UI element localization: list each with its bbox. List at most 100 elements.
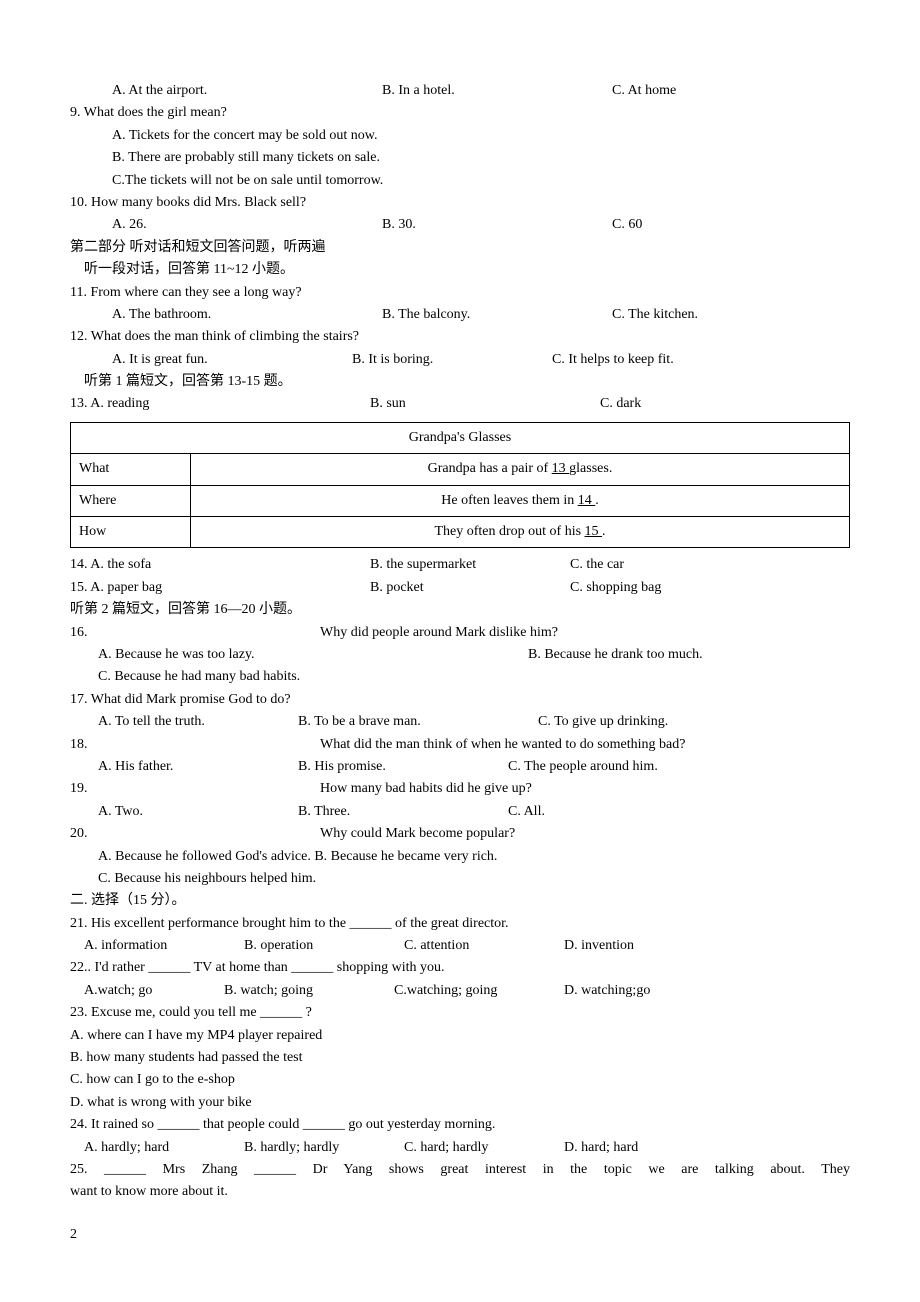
- q20-line: 20. Why could Mark become popular?: [70, 823, 850, 845]
- q13-b: B. sun: [370, 393, 600, 415]
- q14-text: 14. A. the sofa: [70, 554, 370, 576]
- part2-sub2: 听第 1 篇短文，回答第 13-15 题。: [70, 371, 850, 393]
- q19-line: 19. How many bad habits did he give up?: [70, 778, 850, 800]
- q22-d: D. watching;go: [564, 980, 850, 1002]
- q18-line: 18. What did the man think of when he wa…: [70, 734, 850, 756]
- q16-ab: A. Because he was too lazy. B. Because h…: [70, 644, 850, 666]
- q11-text: 11. From where can they see a long way?: [70, 282, 850, 304]
- q9-c: C.The tickets will not be on sale until …: [70, 170, 850, 192]
- how-label: How: [71, 517, 191, 548]
- q21-d: D. invention: [564, 935, 850, 957]
- q21-text: 21. His excellent performance brought hi…: [70, 913, 850, 935]
- q13-row: 13. A. reading B. sun C. dark: [70, 393, 850, 415]
- q17-opts: A. To tell the truth. B. To be a brave m…: [70, 711, 850, 733]
- q18-b: B. His promise.: [298, 756, 508, 778]
- q19-b: B. Three.: [298, 801, 508, 823]
- q24-a: A. hardly; hard: [84, 1137, 244, 1159]
- q17-b: B. To be a brave man.: [298, 711, 538, 733]
- q23-d: D. what is wrong with your bike: [70, 1092, 850, 1114]
- q12-a: A. It is great fun.: [112, 349, 352, 371]
- part2-sub1: 听一段对话，回答第 11~12 小题。: [70, 259, 850, 281]
- q19-c: C. All.: [508, 801, 850, 823]
- q19-opts: A. Two. B. Three. C. All.: [70, 801, 850, 823]
- what-val: Grandpa has a pair of 13 glasses.: [191, 454, 850, 485]
- q11-options: A. The bathroom. B. The balcony. C. The …: [70, 304, 850, 326]
- q13-c: C. dark: [600, 393, 850, 415]
- q22-b: B. watch; going: [224, 980, 394, 1002]
- q18-num: 18.: [70, 734, 320, 756]
- q11-b: B. The balcony.: [382, 304, 612, 326]
- q22-opts: A.watch; go B. watch; going C.watching; …: [70, 980, 850, 1002]
- q15-text: 15. A. paper bag: [70, 577, 370, 599]
- part2-title: 第二部分 听对话和短文回答问题，听两遍: [70, 237, 850, 259]
- q17-c: C. To give up drinking.: [538, 711, 850, 733]
- q8-a: A. At the airport.: [112, 80, 382, 102]
- q19-a: A. Two.: [98, 801, 298, 823]
- q21-b: B. operation: [244, 935, 404, 957]
- q10-b: B. 30.: [382, 214, 612, 236]
- q16-text: Why did people around Mark dislike him?: [320, 622, 850, 644]
- q20-a: A. Because he followed God's advice. B. …: [70, 846, 850, 868]
- q21-opts: A. information B. operation C. attention…: [70, 935, 850, 957]
- page-number: 2: [70, 1224, 850, 1246]
- q24-opts: A. hardly; hard B. hardly; hardly C. har…: [70, 1137, 850, 1159]
- q11-a: A. The bathroom.: [112, 304, 382, 326]
- q15-row: 15. A. paper bag B. pocket C. shopping b…: [70, 577, 850, 599]
- q14-c: C. the car: [570, 554, 850, 576]
- q16-a: A. Because he was too lazy.: [98, 644, 528, 666]
- q19-text: How many bad habits did he give up?: [320, 778, 850, 800]
- q10-text: 10. How many books did Mrs. Black sell?: [70, 192, 850, 214]
- q9-b: B. There are probably still many tickets…: [70, 147, 850, 169]
- q17-text: 17. What did Mark promise God to do?: [70, 689, 850, 711]
- q18-opts: A. His father. B. His promise. C. The pe…: [70, 756, 850, 778]
- q13-text: 13. A. reading: [70, 393, 370, 415]
- q18-a: A. His father.: [98, 756, 298, 778]
- q20-num: 20.: [70, 823, 320, 845]
- q18-c: C. The people around him.: [508, 756, 850, 778]
- q21-c: C. attention: [404, 935, 564, 957]
- q21-a: A. information: [84, 935, 244, 957]
- q12-text: 12. What does the man think of climbing …: [70, 326, 850, 348]
- q20-c: C. Because his neighbours helped him.: [70, 868, 850, 890]
- q10-options: A. 26. B. 30. C. 60: [70, 214, 850, 236]
- part2-sub3: 听第 2 篇短文，回答第 16—20 小题。: [70, 599, 850, 621]
- q17-a: A. To tell the truth.: [98, 711, 298, 733]
- q24-c: C. hard; hardly: [404, 1137, 564, 1159]
- q15-b: B. pocket: [370, 577, 570, 599]
- q20-text: Why could Mark become popular?: [320, 823, 850, 845]
- q8-c: C. At home: [612, 80, 850, 102]
- q9-text: 9. What does the girl mean?: [70, 102, 850, 124]
- q23-b: B. how many students had passed the test: [70, 1047, 850, 1069]
- q9-a: A. Tickets for the concert may be sold o…: [70, 125, 850, 147]
- q25-line2: want to know more about it.: [70, 1181, 850, 1203]
- q14-b: B. the supermarket: [370, 554, 570, 576]
- how-val: They often drop out of his 15 .: [191, 517, 850, 548]
- table-title: Grandpa's Glasses: [71, 422, 850, 453]
- q12-b: B. It is boring.: [352, 349, 552, 371]
- q8-b: B. In a hotel.: [382, 80, 612, 102]
- q19-num: 19.: [70, 778, 320, 800]
- q23-text: 23. Excuse me, could you tell me ______ …: [70, 1002, 850, 1024]
- grandpa-table: Grandpa's Glasses What Grandpa has a pai…: [70, 422, 850, 549]
- what-label: What: [71, 454, 191, 485]
- q23-c: C. how can I go to the e-shop: [70, 1069, 850, 1091]
- q14-row: 14. A. the sofa B. the supermarket C. th…: [70, 554, 850, 576]
- where-val: He often leaves them in 14 .: [191, 485, 850, 516]
- where-label: Where: [71, 485, 191, 516]
- q24-b: B. hardly; hardly: [244, 1137, 404, 1159]
- q25-line1: 25. ______ Mrs Zhang ______ Dr Yang show…: [70, 1159, 850, 1181]
- q16-line: 16. Why did people around Mark dislike h…: [70, 622, 850, 644]
- q22-a: A.watch; go: [84, 980, 224, 1002]
- q16-num: 16.: [70, 622, 320, 644]
- q8-options: A. At the airport. B. In a hotel. C. At …: [70, 80, 850, 102]
- q11-c: C. The kitchen.: [612, 304, 850, 326]
- q15-c: C. shopping bag: [570, 577, 850, 599]
- q10-a: A. 26.: [112, 214, 382, 236]
- q12-c: C. It helps to keep fit.: [552, 349, 850, 371]
- q16-c: C. Because he had many bad habits.: [70, 666, 850, 688]
- q24-d: D. hard; hard: [564, 1137, 850, 1159]
- q22-text: 22.. I'd rather ______ TV at home than _…: [70, 957, 850, 979]
- q24-text: 24. It rained so ______ that people coul…: [70, 1114, 850, 1136]
- q22-c: C.watching; going: [394, 980, 564, 1002]
- section2-title: 二. 选择（15 分）。: [70, 890, 850, 912]
